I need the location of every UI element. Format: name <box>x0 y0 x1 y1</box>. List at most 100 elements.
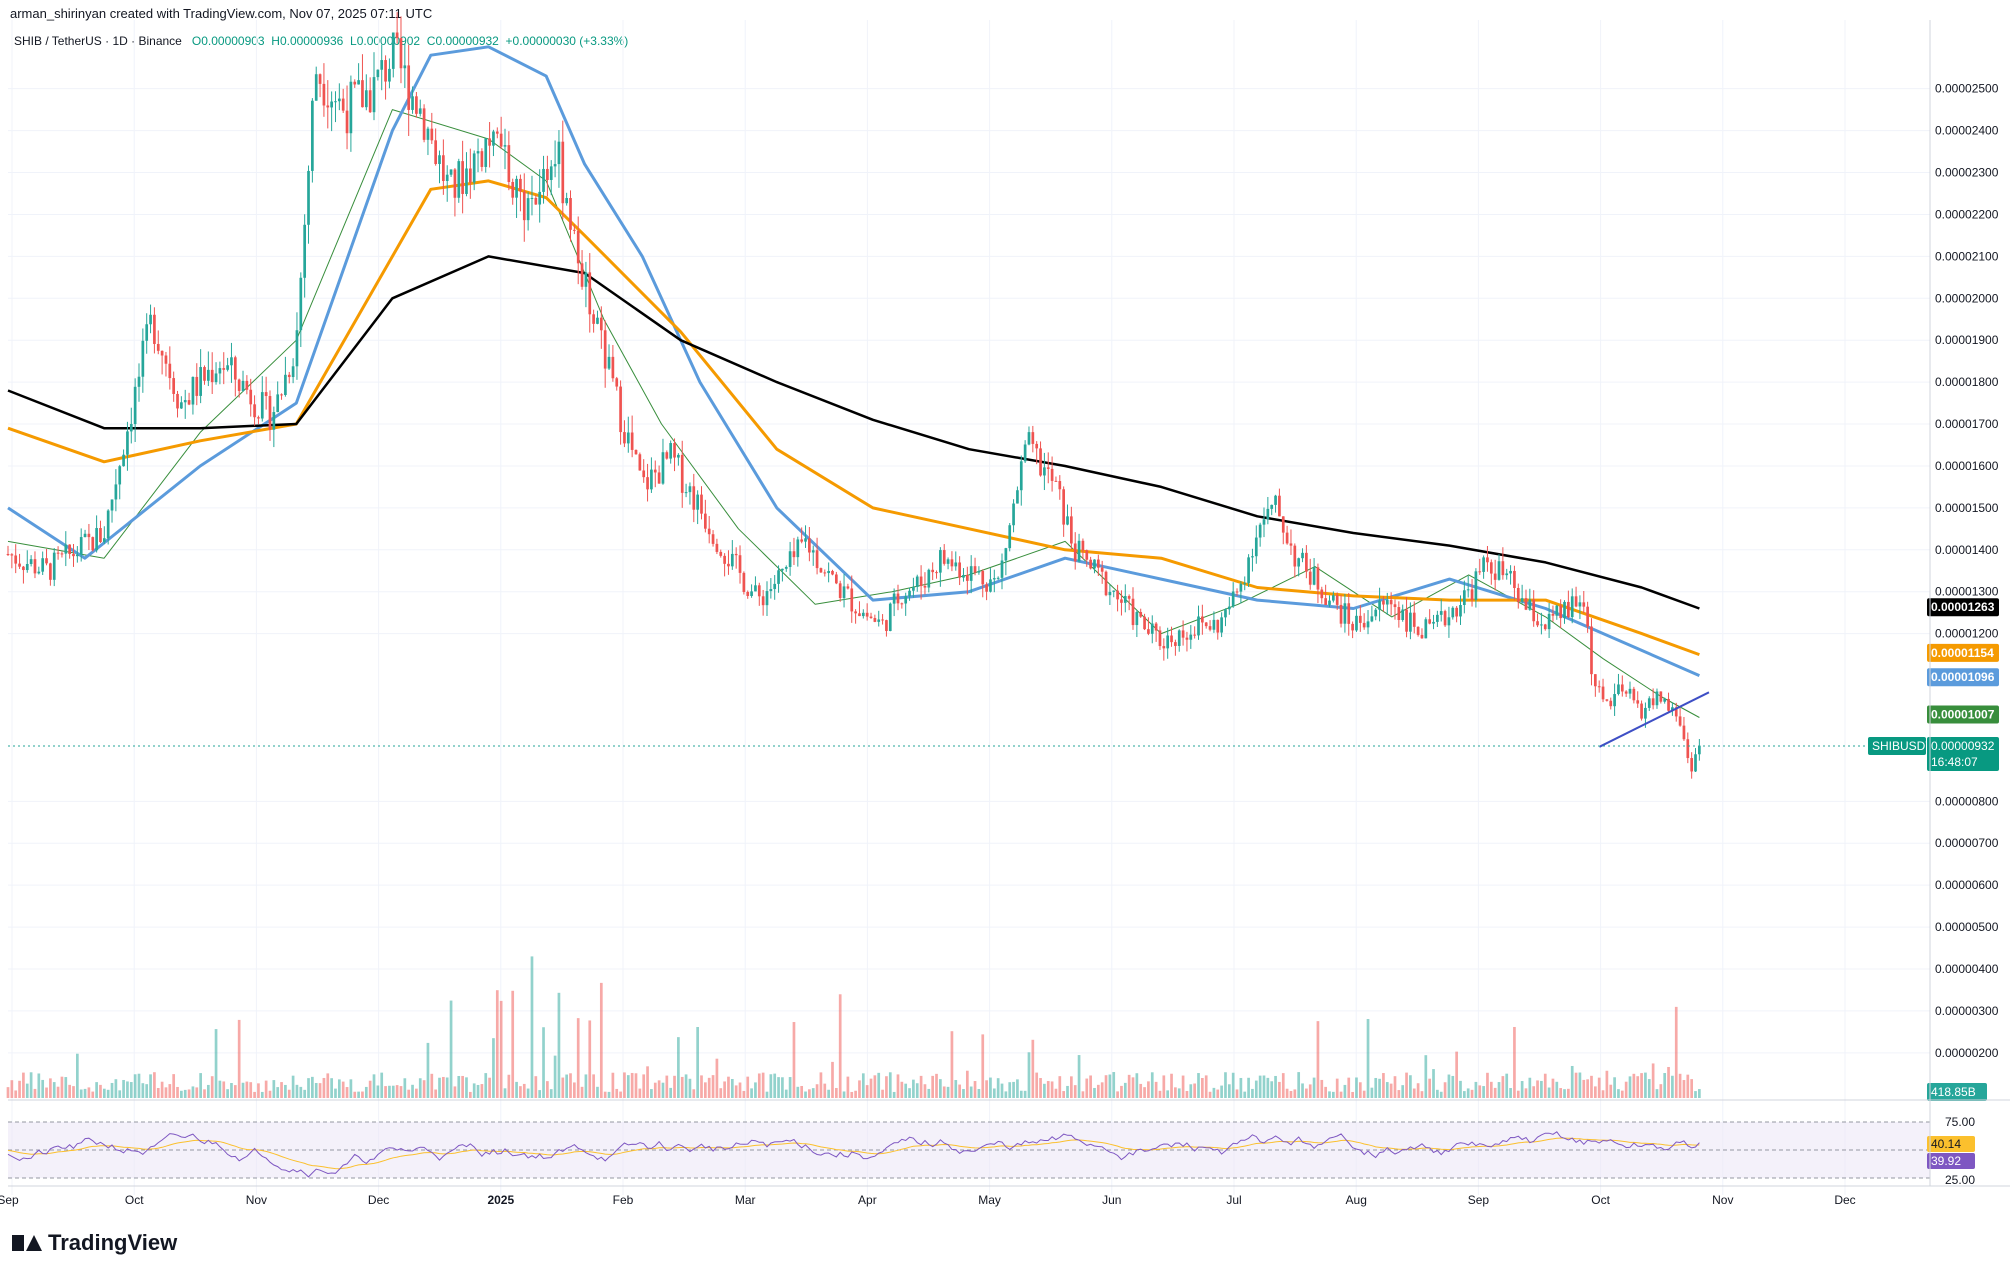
volume-bar <box>769 1074 773 1098</box>
price-tick-label: 0.00002100 <box>1935 249 1999 263</box>
candle <box>129 407 133 444</box>
candle-body <box>939 550 942 573</box>
volume-bar <box>927 1088 931 1098</box>
volume-bar <box>461 1075 464 1098</box>
candle <box>1100 560 1104 584</box>
volume-bar <box>49 1078 52 1098</box>
rsi-value: 40.14 <box>1931 1137 1961 1151</box>
volume-bar <box>804 1091 807 1098</box>
candle-body <box>180 402 183 409</box>
candle-body <box>1131 598 1135 626</box>
candle-body <box>1428 619 1432 624</box>
volume-bar <box>407 1089 411 1098</box>
candle-body <box>592 314 595 324</box>
candle <box>1686 732 1690 764</box>
volume-bar <box>1439 1091 1443 1098</box>
candle <box>1674 702 1678 722</box>
candle-body <box>284 374 287 395</box>
candle-body <box>56 552 60 554</box>
volume-bar <box>1235 1089 1239 1098</box>
volume-bar <box>599 982 603 1098</box>
volume-bar <box>719 1088 723 1098</box>
candle <box>1220 612 1223 638</box>
candle-body <box>1382 600 1385 605</box>
candle-body <box>1690 758 1693 772</box>
volume-bar <box>915 1083 919 1098</box>
volume-bar <box>1123 1082 1127 1098</box>
candle-body <box>322 83 326 106</box>
candle <box>942 544 946 566</box>
volume-bar <box>361 1091 364 1098</box>
candle-body <box>1613 694 1616 707</box>
volume-bar <box>1193 1083 1196 1098</box>
candle-body <box>599 317 603 331</box>
candle <box>827 562 830 583</box>
volume-bar <box>114 1079 118 1098</box>
volume-bar <box>137 1073 141 1098</box>
time-tick-label: Mar <box>735 1193 756 1207</box>
candle-body <box>1212 619 1216 630</box>
volume-bar <box>199 1073 202 1098</box>
candle-body <box>353 81 357 85</box>
volume-bar <box>1343 1084 1347 1098</box>
volume-bar <box>850 1091 854 1098</box>
volume-bar <box>41 1079 45 1098</box>
candle <box>1096 554 1100 577</box>
candle <box>900 602 904 609</box>
candle-body <box>1158 630 1162 647</box>
tradingview-logo[interactable]: TradingView <box>12 1230 177 1256</box>
candle-body <box>950 559 954 567</box>
volume-bar <box>33 1088 37 1098</box>
candle-body <box>596 317 599 324</box>
volume-bar <box>1574 1072 1578 1098</box>
candle <box>1385 592 1389 615</box>
candle-body <box>619 386 622 433</box>
ma-value-badge-text: 0.00001263 <box>1931 600 1995 614</box>
candle-body <box>677 454 680 458</box>
candle-body <box>800 539 804 542</box>
volume-bar <box>1285 1088 1289 1098</box>
volume-bar <box>985 1080 988 1098</box>
volume-bar <box>91 1091 95 1098</box>
volume-bar <box>1308 1084 1312 1098</box>
volume-bar <box>1543 1073 1547 1098</box>
candle <box>757 582 761 606</box>
candle <box>1459 595 1462 625</box>
candle <box>881 614 884 625</box>
candle <box>965 566 969 595</box>
candle-body <box>1281 516 1285 533</box>
volume-bar <box>1008 1082 1012 1098</box>
volume-bar <box>1647 1079 1651 1098</box>
price-tick-label: 0.00001300 <box>1935 585 1999 599</box>
candle-body <box>522 191 526 221</box>
volume-bar <box>1432 1069 1435 1098</box>
volume-bar <box>823 1083 827 1098</box>
volume-bar <box>1112 1072 1116 1098</box>
candle-body <box>99 528 102 543</box>
candle <box>1162 638 1166 661</box>
candle <box>237 378 241 398</box>
volume-bar <box>468 1091 472 1098</box>
volume-bar <box>1293 1089 1297 1098</box>
candle <box>1335 592 1339 610</box>
candle <box>561 120 565 220</box>
volume-bar <box>1139 1083 1143 1098</box>
volume-bar <box>203 1089 206 1098</box>
volume-bar <box>60 1076 64 1098</box>
candle-body <box>1027 432 1031 445</box>
candle-body <box>603 330 607 369</box>
volume-bar <box>1409 1075 1412 1098</box>
candle-body <box>280 394 283 396</box>
candle <box>372 52 376 121</box>
candle <box>22 565 25 584</box>
candle-body <box>145 324 149 341</box>
symbol-pair[interactable]: SHIB / TetherUS · 1D · Binance <box>14 34 182 48</box>
volume-bar <box>1208 1091 1212 1098</box>
volume-bar <box>102 1088 106 1098</box>
candle-body <box>858 613 861 617</box>
candle <box>1397 601 1401 628</box>
candle <box>896 584 900 611</box>
candle <box>1131 587 1135 630</box>
candle <box>1081 538 1085 559</box>
